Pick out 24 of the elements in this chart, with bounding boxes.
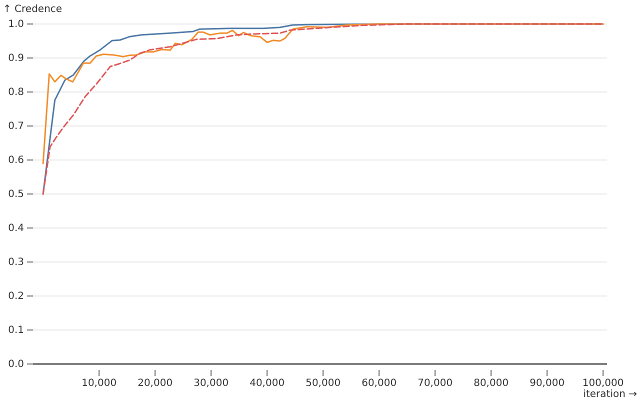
x-tick-label: 80,000 — [474, 378, 509, 390]
y-tick-label: 0.0 — [8, 359, 24, 370]
x-tick-label: 90,000 — [530, 378, 565, 390]
y-tick-label: 0.8 — [8, 87, 24, 98]
y-tick-label: 0.5 — [8, 189, 24, 200]
x-axis-title: iteration → — [583, 389, 637, 400]
y-tick-label: 1.0 — [8, 19, 24, 30]
x-tick-label: 50,000 — [306, 378, 341, 390]
y-tick-label: 0.9 — [8, 53, 24, 64]
y-axis-title: ↑ Credence — [3, 4, 62, 15]
y-tick-label: 0.7 — [8, 121, 24, 132]
y-tick-label: 0.3 — [8, 257, 24, 268]
x-tick-label: 100,000 — [582, 378, 624, 390]
y-tick-label: 0.1 — [8, 325, 24, 336]
x-tick-label: 60,000 — [362, 378, 397, 390]
x-tick-label: 70,000 — [418, 378, 453, 390]
y-tick-label: 0.2 — [8, 291, 24, 302]
y-tick-label: 0.6 — [8, 155, 24, 166]
x-tick-label: 10,000 — [82, 378, 117, 390]
x-tick-label: 20,000 — [138, 378, 173, 390]
x-tick-label: 30,000 — [194, 378, 229, 390]
x-tick-label: 40,000 — [250, 378, 285, 390]
y-tick-label: 0.4 — [8, 223, 24, 234]
line-series — [42, 23, 604, 195]
